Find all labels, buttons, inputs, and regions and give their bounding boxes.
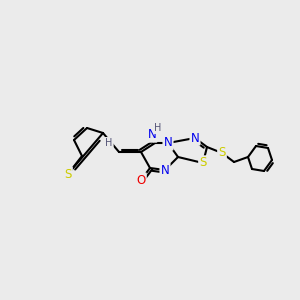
Text: S: S	[199, 157, 207, 169]
Text: S: S	[218, 146, 226, 160]
Text: S: S	[64, 167, 72, 181]
Text: N: N	[164, 136, 172, 149]
Text: O: O	[136, 173, 146, 187]
Text: N: N	[190, 131, 200, 145]
Text: N: N	[148, 128, 156, 142]
Text: H: H	[105, 138, 113, 148]
Text: H: H	[154, 123, 162, 133]
Text: N: N	[160, 164, 169, 176]
